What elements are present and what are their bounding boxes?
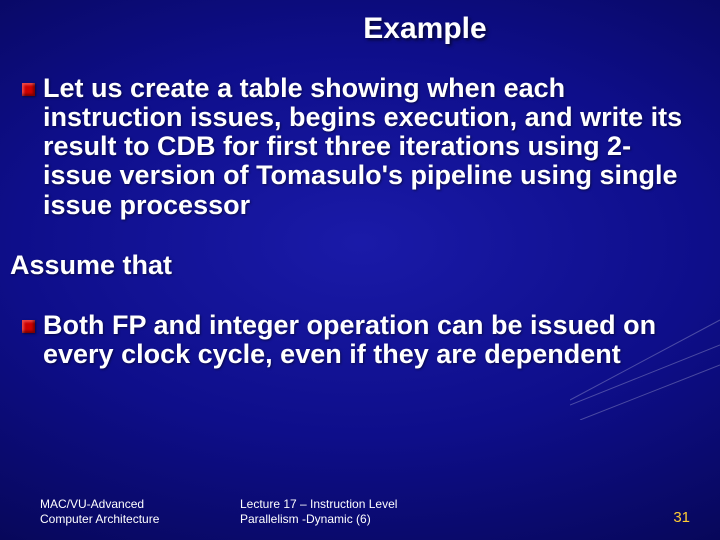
section-heading: Assume that [10,250,698,281]
bullet-text-2: Both FP and integer operation can be iss… [43,311,698,369]
footer-left-line2: Computer Architecture [40,512,222,526]
footer-center-line2: Parallelism -Dynamic (6) [240,512,638,526]
bullet-icon [22,320,35,333]
bullet-icon [22,83,35,96]
footer-center-line1: Lecture 17 – Instruction Level [240,497,638,511]
bullet-text-1: Let us create a table showing when each … [43,74,698,220]
bullet-item-2: Both FP and integer operation can be iss… [22,311,698,369]
slide-title: Example [22,12,698,46]
footer: MAC/VU-Advanced Computer Architecture Le… [0,497,720,526]
bullet-item-1: Let us create a table showing when each … [22,74,698,220]
footer-left-line1: MAC/VU-Advanced [40,497,222,511]
footer-center: Lecture 17 – Instruction Level Paralleli… [222,497,638,526]
footer-left: MAC/VU-Advanced Computer Architecture [22,497,222,526]
slide: Example Let us create a table showing wh… [0,0,720,540]
footer-page-number: 31 [638,497,698,526]
